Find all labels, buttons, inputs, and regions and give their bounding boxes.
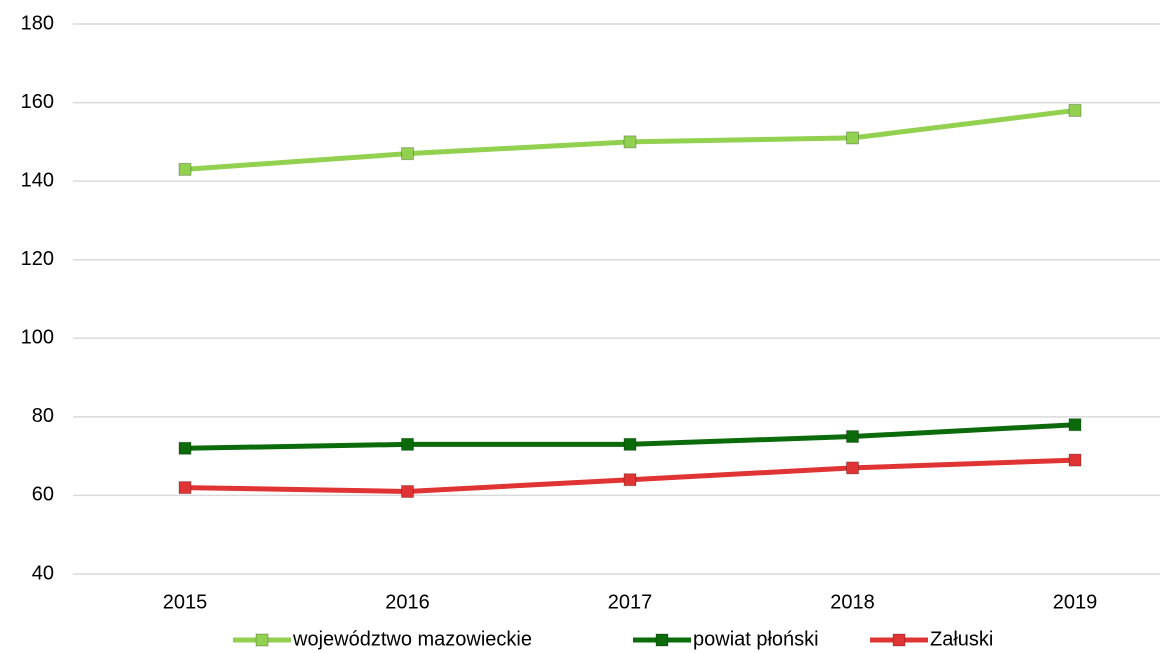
y-tick-label: 40 xyxy=(32,562,54,584)
marker xyxy=(1068,418,1082,432)
legend-label: powiat płoński xyxy=(693,628,819,650)
legend-marker xyxy=(655,633,669,647)
x-tick-label: 2017 xyxy=(608,591,653,613)
marker xyxy=(401,147,414,161)
marker xyxy=(846,461,859,475)
y-tick-label: 140 xyxy=(21,169,54,191)
marker xyxy=(623,135,637,149)
legend-label: województwo mazowieckie xyxy=(292,628,532,650)
x-tick-label: 2016 xyxy=(385,591,430,613)
x-tick-label: 2015 xyxy=(163,591,208,613)
marker xyxy=(846,131,859,145)
marker xyxy=(401,437,414,451)
legend-marker xyxy=(892,633,906,647)
x-tick-label: 2018 xyxy=(830,591,875,613)
marker xyxy=(846,430,859,443)
y-tick-label: 160 xyxy=(21,91,54,113)
y-tick-label: 60 xyxy=(32,484,54,506)
y-tick-label: 80 xyxy=(32,405,54,427)
marker xyxy=(623,473,637,487)
marker xyxy=(401,485,414,498)
legend-label: Załuski xyxy=(930,628,993,650)
y-tick-label: 180 xyxy=(21,12,54,34)
marker xyxy=(1068,103,1082,117)
marker xyxy=(178,441,192,455)
marker xyxy=(623,437,637,451)
marker xyxy=(178,162,192,176)
legend-marker xyxy=(255,633,269,647)
y-tick-label: 120 xyxy=(21,248,54,270)
marker xyxy=(178,481,192,495)
marker xyxy=(1068,453,1082,467)
y-tick-label: 100 xyxy=(21,327,54,349)
x-tick-label: 2019 xyxy=(1053,591,1098,613)
